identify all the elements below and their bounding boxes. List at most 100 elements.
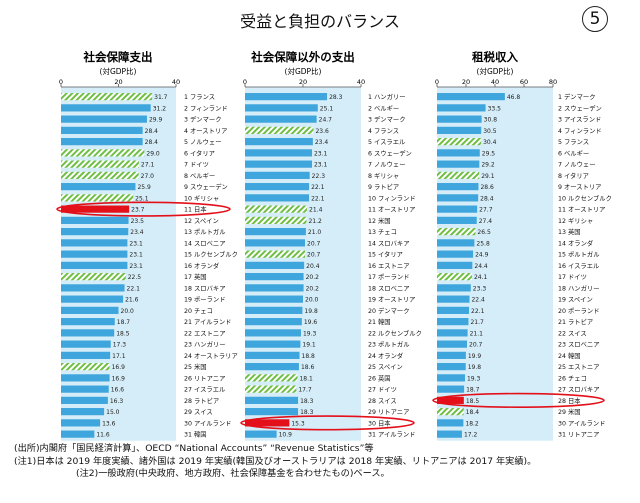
country-label: 5 フランス: [558, 138, 589, 146]
bar-value-label: 13.6: [102, 420, 116, 427]
bar-9: [61, 183, 136, 191]
country-label: 31 アイルランド: [368, 431, 415, 439]
bar-value-label: 20.7: [307, 252, 321, 259]
bar-value-label: 28.4: [145, 128, 159, 135]
country-label: 18 ハンガリー: [558, 283, 600, 292]
bar-18: [245, 284, 304, 292]
country-label: 14 スロバキア: [368, 239, 410, 247]
country-label: 12 スペイン: [184, 217, 219, 225]
bar-21: [61, 318, 115, 326]
bar-2: [437, 104, 486, 112]
bar-value-label: 28.6: [480, 184, 494, 191]
x-tick-label: 80: [549, 78, 557, 86]
bar-9: [245, 183, 310, 191]
country-label: 24 韓国: [558, 351, 581, 360]
chart-title: 租税収入: [472, 50, 518, 64]
bar-18: [61, 284, 125, 292]
country-label: 30 アイルランド: [558, 419, 605, 427]
country-label: 13 英国: [558, 227, 581, 236]
country-label: 11 オーストリア: [368, 206, 415, 214]
charts-area: 社会保障支出 (対GDP比) 0 20 40 31.7 1 フランス 31.2 2 フィンランド…: [56, 50, 612, 441]
country-label: 26 チェコ: [558, 374, 587, 382]
country-label: 11 日本: [184, 205, 207, 214]
bar-20: [437, 306, 470, 314]
country-label: 29 リトアニア: [368, 408, 409, 416]
bar-28: [437, 396, 464, 404]
country-label: 10 ギリシャ: [184, 194, 219, 202]
bar-12: [61, 216, 129, 224]
highlight-ellipse: [240, 415, 415, 431]
country-label: 8 イタリア: [558, 171, 589, 180]
bar-value-label: 22.5: [128, 274, 142, 281]
chart-social-security: 社会保障支出 (対GDP比) 0 20 40 31.7 1 フランス 31.2 2 フィンランド…: [56, 50, 238, 441]
bar-value-label: 29.2: [481, 162, 495, 169]
bar-5: [437, 138, 482, 146]
country-label: 1 フランス: [184, 93, 215, 101]
bar-31: [437, 430, 462, 438]
bar-18: [437, 284, 471, 292]
bar-7: [437, 160, 480, 168]
x-tick-label: 40: [172, 78, 180, 86]
bar-16: [437, 261, 473, 269]
bar-value-label: 18.6: [301, 364, 315, 371]
bar-24: [245, 351, 300, 359]
country-label: 5 イスラエル: [368, 138, 405, 146]
x-tick-label: 20: [462, 78, 470, 86]
country-label: 22 スイス: [558, 329, 587, 337]
country-label: 21 アイルランド: [184, 318, 231, 326]
bar-value-label: 17.7: [298, 387, 312, 394]
country-label: 24 オランダ: [368, 351, 404, 360]
bar-26: [437, 374, 465, 382]
country-label: 3 デンマーク: [184, 115, 222, 124]
bar-12: [245, 216, 307, 224]
bar-value-label: 20.0: [305, 297, 319, 304]
bar-value-label: 18.7: [117, 319, 131, 326]
bar-28: [245, 396, 299, 404]
bar-20: [245, 306, 303, 314]
bar-value-label: 21.1: [470, 330, 484, 337]
country-label: 21 ラトビア: [558, 317, 593, 326]
chart-subtitle: (対GDP比): [285, 66, 322, 76]
bar-23: [437, 340, 468, 348]
bar-value-label: 23.1: [314, 150, 328, 157]
bar-1: [245, 93, 328, 101]
bar-value-label: 16.6: [111, 387, 125, 394]
country-label: 1 デンマーク: [558, 92, 596, 101]
bar-24: [437, 351, 466, 359]
note-source: (出所)内閣府「国民経済計算」、OECD “National Accounts”…: [14, 443, 374, 454]
country-label: 24 オーストラリア: [184, 352, 238, 360]
bar-value-label: 25.9: [137, 184, 151, 191]
country-label: 23 スロベニア: [558, 341, 600, 349]
bar-value-label: 22.4: [471, 297, 485, 304]
bar-3: [61, 115, 147, 123]
bar-value-label: 22.1: [311, 184, 325, 191]
bar-value-label: 28.3: [329, 94, 343, 101]
bar-23: [61, 340, 111, 348]
country-label: 1 ハンガリー: [368, 92, 406, 101]
bar-26: [245, 374, 298, 382]
bar-value-label: 27.7: [479, 207, 493, 214]
bar-value-label: 15.0: [106, 409, 120, 416]
bar-value-label: 27.4: [479, 218, 493, 225]
country-label: 20 ポーランド: [558, 307, 600, 315]
bar-4: [245, 126, 314, 134]
country-label: 21 韓国: [368, 317, 391, 326]
bar-2: [61, 104, 151, 112]
x-tick-label: 0: [59, 78, 63, 86]
bar-value-label: 19.8: [468, 364, 482, 371]
country-label: 28 スイス: [368, 397, 397, 405]
x-tick-label: 20: [114, 78, 122, 86]
bar-value-label: 46.8: [507, 94, 521, 101]
bar-value-label: 25.8: [476, 240, 490, 247]
bar-10: [245, 194, 310, 202]
country-label: 19 スペイン: [558, 296, 593, 304]
bar-8: [245, 171, 310, 179]
country-label: 12 米国: [368, 216, 391, 225]
country-label: 29 スイス: [184, 408, 213, 416]
bar-31: [245, 430, 277, 438]
bar-value-label: 28.4: [145, 139, 159, 146]
country-label: 14 オランダ: [558, 238, 594, 247]
bar-value-label: 23.1: [129, 252, 143, 259]
bar-value-label: 20.2: [306, 285, 320, 292]
bar-23: [245, 340, 301, 348]
